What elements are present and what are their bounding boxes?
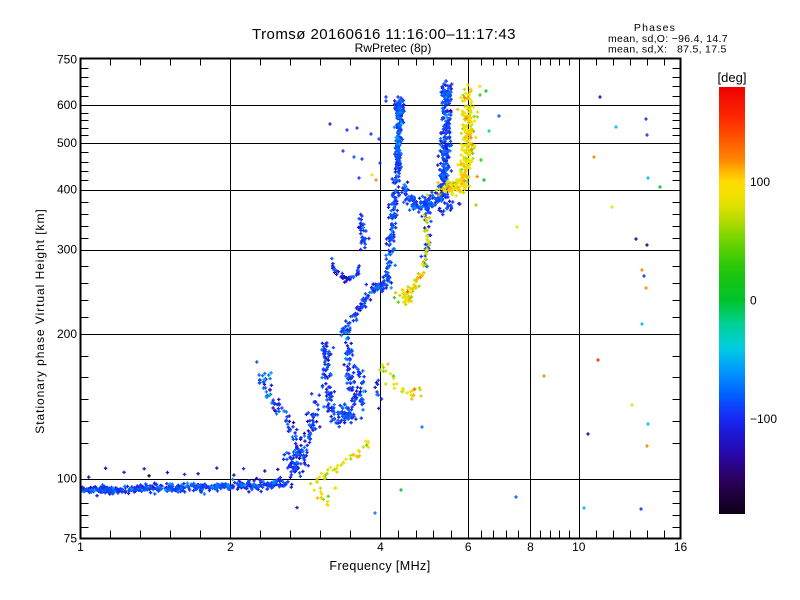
- svg-text:500: 500: [57, 136, 77, 150]
- svg-text:16: 16: [674, 540, 688, 554]
- svg-text:100: 100: [57, 472, 77, 486]
- svg-text:Frequency [MHz]: Frequency [MHz]: [329, 559, 430, 573]
- svg-text:300: 300: [57, 243, 77, 257]
- svg-text:200: 200: [57, 327, 77, 341]
- svg-text:2: 2: [227, 540, 234, 554]
- svg-text:RwPretec (8p): RwPretec (8p): [355, 41, 432, 55]
- svg-text:0: 0: [750, 294, 757, 308]
- svg-text:mean, sd,X: 87.5, 17.5: mean, sd,X: 87.5, 17.5: [608, 44, 727, 56]
- svg-text:750: 750: [57, 53, 77, 67]
- svg-text:100: 100: [750, 175, 770, 189]
- svg-text:4: 4: [377, 540, 384, 554]
- svg-text:Tromsø 20160616 11:16:00–11:17: Tromsø 20160616 11:16:00–11:17:43: [252, 26, 516, 43]
- svg-text:−100: −100: [750, 412, 777, 426]
- svg-text:mean, sd,O: −96.4, 14.7: mean, sd,O: −96.4, 14.7: [608, 33, 728, 45]
- svg-text:8: 8: [527, 540, 534, 554]
- svg-text:Phases: Phases: [634, 22, 676, 34]
- svg-text:10: 10: [572, 540, 586, 554]
- svg-text:6: 6: [465, 540, 472, 554]
- svg-text:600: 600: [57, 98, 77, 112]
- svg-text:75: 75: [64, 532, 78, 546]
- svg-text:Stationary phase Virtual Heigh: Stationary phase Virtual Height [km]: [33, 208, 47, 433]
- svg-text:[deg]: [deg]: [718, 70, 747, 85]
- svg-text:1: 1: [77, 540, 84, 554]
- svg-text:400: 400: [57, 183, 77, 197]
